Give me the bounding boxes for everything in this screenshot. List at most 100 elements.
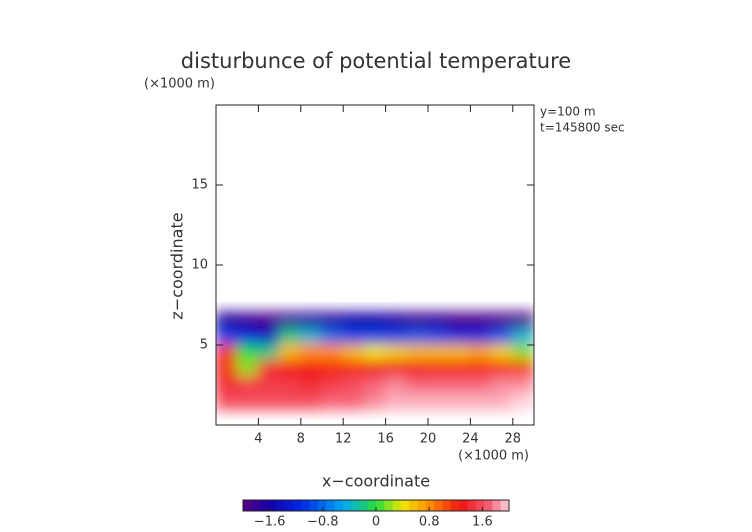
field-cell [511, 360, 534, 378]
field-cell [511, 344, 534, 362]
y-axis-label: z−coordinate [168, 212, 187, 319]
field-cell [427, 328, 451, 346]
x-tick-label: 8 [297, 432, 305, 447]
colorbar-swatch [384, 500, 394, 511]
field-cell [236, 392, 260, 410]
field-cell [363, 376, 387, 394]
colorbar: −1.6 −0.8 0 0.8 1.6 [242, 499, 510, 530]
colorbar-swatch [301, 500, 310, 511]
colorbar-swatch [351, 500, 360, 511]
colorbar-swatch [259, 500, 269, 511]
field-cell [321, 344, 345, 362]
field-cell [405, 312, 429, 330]
annotation: y=100 m [540, 105, 596, 119]
colorbar-swatch [342, 500, 352, 511]
field [216, 312, 534, 410]
field-cell [257, 344, 281, 362]
colorbar-tick-label: 0 [372, 515, 380, 530]
field-cell [342, 360, 366, 378]
field-cell [511, 392, 534, 410]
x-axis-label: x−coordinate [322, 472, 430, 491]
field-cell [469, 376, 493, 394]
field-cell [321, 376, 345, 394]
field-cell [384, 312, 408, 330]
x-tick-label: 28 [505, 432, 522, 447]
field-cell [278, 376, 302, 394]
field-cell [216, 312, 239, 330]
field-cell [342, 312, 366, 330]
field-cell [448, 328, 472, 346]
field-cell [469, 328, 493, 346]
colorbar-swatch [450, 500, 460, 511]
colorbar-swatch [409, 500, 419, 511]
field-cell [278, 344, 302, 362]
field-cell [321, 312, 345, 330]
field-cell [299, 312, 323, 330]
field-cell [257, 376, 281, 394]
field-cell [405, 360, 429, 378]
field-cell [384, 344, 408, 362]
field-cell [321, 328, 345, 346]
colorbar-swatch [442, 500, 452, 511]
field-cell [236, 344, 260, 362]
colorbar-swatch [251, 500, 261, 511]
y-unit: (×1000 m) [144, 77, 215, 92]
colorbar-tick-label: −1.6 [254, 515, 286, 530]
x-tick-label: 20 [420, 432, 437, 447]
field-cell [469, 392, 493, 410]
field-cell [321, 360, 345, 378]
field-cell [342, 376, 366, 394]
field-cell [216, 376, 239, 394]
field-cell [469, 312, 493, 330]
x-tick-label: 4 [254, 432, 262, 447]
colorbar-swatch [359, 500, 369, 511]
field-cell [278, 312, 302, 330]
colorbar-tick-label: 1.6 [472, 515, 493, 530]
colorbar-swatch [292, 500, 302, 511]
colorbar-swatch [276, 500, 286, 511]
colorbar-swatch [459, 500, 468, 511]
field-cell [236, 312, 260, 330]
field-cell [469, 344, 493, 362]
colorbar-swatch [317, 500, 327, 511]
field-cell [490, 312, 514, 330]
x-tick-label: 16 [377, 432, 394, 447]
field-cell [427, 344, 451, 362]
field-cell [490, 360, 514, 378]
field-cell [405, 328, 429, 346]
y-tick-label: 15 [191, 178, 208, 193]
colorbar-swatch [400, 500, 410, 511]
colorbar-swatch [376, 500, 385, 511]
field-cell [363, 344, 387, 362]
field-cell [448, 312, 472, 330]
field-cell [448, 360, 472, 378]
colorbar-swatch [284, 500, 294, 511]
field-cell [257, 328, 281, 346]
colorbar-swatch [267, 500, 277, 511]
field-cell [299, 376, 323, 394]
field-cell [469, 360, 493, 378]
colorbar-swatch [492, 500, 502, 511]
field-cell [363, 392, 387, 410]
colorbar-swatch [309, 500, 319, 511]
field-cell [257, 360, 281, 378]
colorbar-swatch [475, 500, 485, 511]
field-cell [427, 312, 451, 330]
field-cell [511, 376, 534, 394]
field-cell [278, 328, 302, 346]
y-tick-label: 10 [191, 258, 208, 273]
colorbar-swatch [392, 500, 402, 511]
field-cell [216, 328, 239, 346]
field-cell [236, 360, 260, 378]
colorbar-tick-label: −0.8 [307, 515, 339, 530]
field-cell [511, 312, 534, 330]
colorbar-swatch [467, 500, 477, 511]
field-cell [384, 328, 408, 346]
field-cell [511, 328, 534, 346]
field-cell [490, 328, 514, 346]
field-cell [405, 392, 429, 410]
field-cell [236, 328, 260, 346]
field-cell [216, 392, 239, 410]
colorbar-swatch [326, 500, 335, 511]
field-cell [405, 344, 429, 362]
